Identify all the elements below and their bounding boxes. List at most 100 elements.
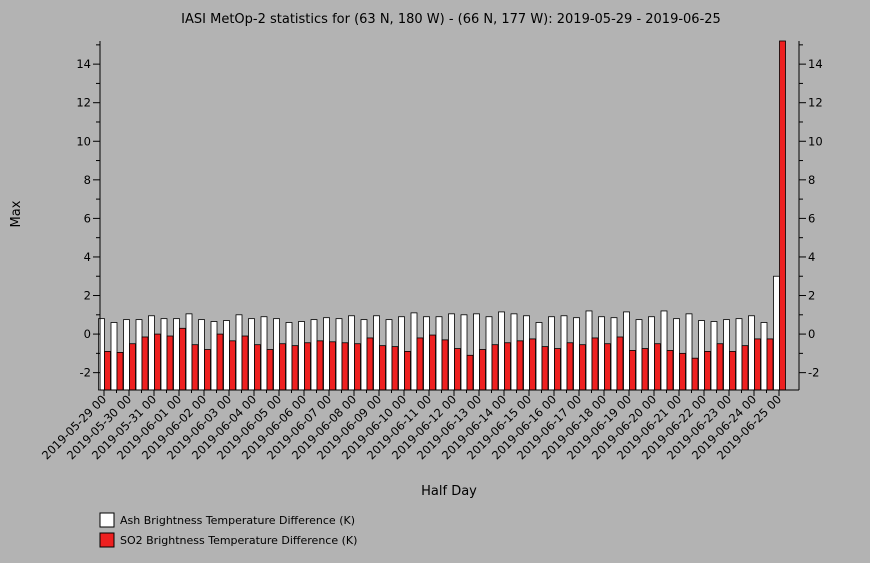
so2-bar xyxy=(654,343,661,391)
so2-bar xyxy=(391,346,399,391)
so2-bar xyxy=(254,344,261,391)
ash-bar xyxy=(410,312,418,391)
so2-bar xyxy=(741,345,749,391)
so2-bar xyxy=(641,348,649,391)
so2-bar xyxy=(691,357,699,391)
y-tick-label-left: 10 xyxy=(76,134,91,148)
ash-bar xyxy=(560,315,568,391)
so2-bar xyxy=(316,340,324,391)
so2-bar xyxy=(504,342,511,391)
so2-bar xyxy=(241,335,249,391)
so2-bar xyxy=(291,345,299,391)
ash-bar xyxy=(498,311,505,391)
y-tick-label-left: 6 xyxy=(84,211,91,225)
ash-bar xyxy=(110,322,118,391)
y-tick-label-left: -2 xyxy=(80,366,91,380)
ash-bar xyxy=(535,322,543,391)
so2-bar xyxy=(366,337,374,391)
ash-bar xyxy=(598,316,605,391)
ash-bar xyxy=(235,314,243,391)
so2-bar xyxy=(566,342,574,391)
so2-bar xyxy=(341,342,349,391)
so2-bar xyxy=(491,344,499,391)
so2-bar xyxy=(216,333,224,391)
ash-bar xyxy=(510,313,518,391)
so2-bar xyxy=(604,343,611,391)
ash-bar xyxy=(373,315,380,391)
y-tick-label-right: 0 xyxy=(808,327,815,341)
y-tick-label-right: 8 xyxy=(808,173,815,187)
so2-bar xyxy=(516,340,524,391)
ash-bar xyxy=(135,319,143,391)
y-tick-label-left: 14 xyxy=(76,57,91,71)
y-tick-label-left: 12 xyxy=(76,96,91,110)
so2-bar xyxy=(379,345,386,391)
ash-bar xyxy=(285,322,293,391)
ash-bar xyxy=(623,311,630,391)
ash-bar xyxy=(210,321,218,391)
so2-bar xyxy=(441,339,449,391)
so2-bar xyxy=(229,340,236,391)
chart-title: IASI MetOp-2 statistics for (63 N, 180 W… xyxy=(181,12,721,27)
ash-bar xyxy=(148,315,155,391)
so2-bar xyxy=(279,343,286,391)
ash-bar xyxy=(398,316,405,391)
so2-bar xyxy=(404,351,411,391)
ash-bar xyxy=(160,318,168,391)
ash-bar xyxy=(610,317,618,391)
y-tick-label-left: 2 xyxy=(84,289,91,303)
so2-bar xyxy=(779,40,786,391)
so2-bar xyxy=(754,338,761,391)
ash-bar xyxy=(123,319,130,391)
so2-bar xyxy=(116,351,124,391)
so2-bar xyxy=(466,354,474,391)
so2-bar xyxy=(129,343,136,391)
so2-bar xyxy=(716,343,724,391)
so2-bar xyxy=(766,338,774,391)
so2-bar xyxy=(666,350,674,391)
ash-bar xyxy=(223,320,230,391)
so2-bar xyxy=(429,334,436,391)
so2-bar xyxy=(154,333,161,391)
y-tick-label-right: 10 xyxy=(808,134,823,148)
so2-bar xyxy=(304,342,311,391)
ash-bar xyxy=(723,319,730,391)
so2-bar xyxy=(166,335,174,391)
ash-bar xyxy=(698,320,705,391)
so2-bar xyxy=(141,336,149,391)
ash-bar xyxy=(685,313,693,391)
so2-bar xyxy=(541,346,549,391)
ash-bar xyxy=(273,318,280,391)
ash-bar xyxy=(98,318,105,391)
y-ticks-group: -2 -2 0 0 2 2 4 4 6 6 8 8 10 10 12 12 14 14 xyxy=(76,44,823,380)
ash-bar xyxy=(298,321,305,391)
ash-bar xyxy=(748,315,755,391)
ash-bar xyxy=(523,315,530,391)
ash-bar xyxy=(460,314,468,391)
legend-swatch-so2 xyxy=(99,532,115,548)
legend-label-so2: SO2 Brightness Temperature Difference (K… xyxy=(120,534,357,547)
so2-bar xyxy=(629,350,636,391)
y-tick-label-left: 8 xyxy=(84,173,91,187)
so2-bar xyxy=(416,337,424,391)
ash-bar xyxy=(185,313,193,391)
ash-bar xyxy=(673,318,680,391)
legend-swatch-ash xyxy=(99,512,115,528)
ash-bar xyxy=(448,313,455,391)
ash-bar xyxy=(735,318,743,391)
so2-bar xyxy=(679,352,686,391)
x-axis-label: Half Day xyxy=(421,484,477,499)
ash-bar xyxy=(635,319,643,391)
ash-bar xyxy=(423,316,430,391)
ash-bar xyxy=(548,316,555,391)
so2-bar xyxy=(479,349,486,391)
legend: Ash Brightness Temperature Difference (K… xyxy=(99,512,357,548)
y-tick-label-right: 6 xyxy=(808,211,815,225)
y-tick-label-right: 12 xyxy=(808,96,823,110)
y-tick-label-left: 0 xyxy=(84,327,91,341)
ash-bar xyxy=(385,319,393,391)
so2-bar xyxy=(729,351,736,391)
y-tick-label-left: 4 xyxy=(84,250,91,264)
ash-bar xyxy=(648,316,655,391)
